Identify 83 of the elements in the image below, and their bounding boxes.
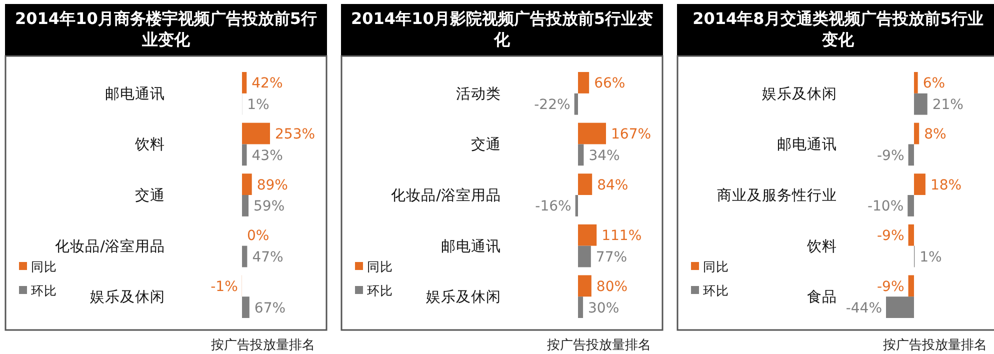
bar bbox=[908, 275, 914, 297]
bar bbox=[578, 246, 591, 268]
data-label: 77% bbox=[596, 250, 628, 266]
y-tick-label: 交通 bbox=[471, 136, 501, 154]
data-label: 66% bbox=[594, 76, 626, 92]
data-label: 111% bbox=[602, 228, 642, 244]
data-label: 167% bbox=[611, 126, 652, 142]
bar bbox=[914, 174, 926, 195]
legend-label: 环比 bbox=[367, 283, 393, 298]
y-tick-label: 娱乐及休闲 bbox=[426, 288, 501, 306]
legend-label: 同比 bbox=[31, 259, 57, 274]
bar bbox=[242, 246, 248, 268]
data-label: -9% bbox=[877, 228, 904, 244]
bar bbox=[242, 174, 252, 195]
y-tick-label: 交通 bbox=[135, 187, 165, 204]
bar bbox=[908, 144, 914, 166]
y-tick-label: 商业及服务性行业 bbox=[717, 187, 837, 204]
y-tick-label: 饮料 bbox=[134, 136, 165, 154]
data-label: -16% bbox=[535, 198, 572, 215]
legend-label: 环比 bbox=[31, 283, 57, 298]
y-tick-label: 邮电通讯 bbox=[105, 85, 165, 102]
y-tick-label: 娱乐及休闲 bbox=[90, 288, 165, 306]
y-tick-label: 邮电通讯 bbox=[441, 238, 501, 255]
y-tick-label: 食品 bbox=[807, 288, 837, 306]
bar bbox=[242, 195, 249, 216]
text: 按广告投放量排名 bbox=[883, 338, 987, 353]
chart-title: 2014年10月影院视频广告投放前5行业变化 bbox=[351, 9, 653, 49]
bar bbox=[886, 296, 914, 318]
bar bbox=[578, 275, 592, 297]
bar bbox=[242, 72, 247, 94]
bar bbox=[914, 122, 920, 144]
bar bbox=[578, 296, 584, 318]
chart-title: 2014年8月交通类视频广告投放前5行业变化 bbox=[692, 9, 984, 49]
bar bbox=[242, 296, 250, 318]
data-label: 67% bbox=[254, 300, 286, 316]
data-label: -9% bbox=[877, 148, 904, 164]
data-label: 6% bbox=[922, 76, 946, 92]
data-label: 80% bbox=[596, 278, 628, 295]
bar bbox=[575, 195, 578, 216]
bar bbox=[914, 72, 918, 94]
bar bbox=[242, 122, 270, 144]
data-label: 43% bbox=[252, 148, 283, 164]
data-label: -10% bbox=[867, 198, 904, 215]
data-label: -9% bbox=[877, 278, 904, 295]
text: 按广告投放量排名 bbox=[547, 338, 651, 353]
data-label: 1% bbox=[920, 250, 942, 266]
y-tick-label: 化妆品/浴室用品 bbox=[55, 238, 165, 255]
y-tick-label: 邮电通讯 bbox=[777, 136, 837, 154]
bar bbox=[578, 144, 584, 166]
data-label: -1% bbox=[210, 278, 238, 295]
data-label: 0% bbox=[247, 228, 270, 244]
data-label: 21% bbox=[932, 97, 964, 114]
bar bbox=[242, 144, 247, 166]
data-label: 42% bbox=[252, 76, 283, 92]
data-label: 59% bbox=[254, 198, 285, 215]
data-label: -44% bbox=[846, 300, 882, 316]
y-tick-label: 活动类 bbox=[456, 85, 501, 102]
bar bbox=[908, 195, 914, 216]
y-tick-label: 化妆品/浴室用品 bbox=[391, 187, 501, 204]
legend-label: 环比 bbox=[703, 283, 729, 298]
data-label: 253% bbox=[275, 126, 316, 142]
data-label: -22% bbox=[534, 97, 570, 114]
legend-label: 同比 bbox=[703, 259, 729, 274]
bar bbox=[574, 93, 578, 115]
legend-label: 同比 bbox=[367, 259, 393, 274]
chart-title: 2014年10月商务楼宇视频广告投放前5行业变化 bbox=[15, 9, 317, 49]
y-tick-label: 娱乐及休闲 bbox=[762, 85, 837, 102]
text: 按广告投放量排名 bbox=[211, 338, 315, 353]
data-label: 1% bbox=[247, 97, 270, 114]
data-label: 18% bbox=[930, 177, 962, 194]
data-label: 8% bbox=[924, 126, 946, 142]
bar bbox=[914, 93, 928, 115]
data-label: 84% bbox=[597, 177, 628, 194]
bar bbox=[578, 224, 597, 246]
data-label: 30% bbox=[588, 300, 620, 316]
bar bbox=[578, 174, 592, 195]
data-label: 34% bbox=[588, 148, 620, 164]
bar bbox=[578, 122, 606, 144]
data-label: 89% bbox=[256, 177, 288, 194]
data-label: 47% bbox=[252, 250, 284, 266]
y-tick-label: 饮料 bbox=[806, 238, 837, 255]
bar bbox=[908, 224, 914, 246]
bar bbox=[578, 72, 590, 94]
